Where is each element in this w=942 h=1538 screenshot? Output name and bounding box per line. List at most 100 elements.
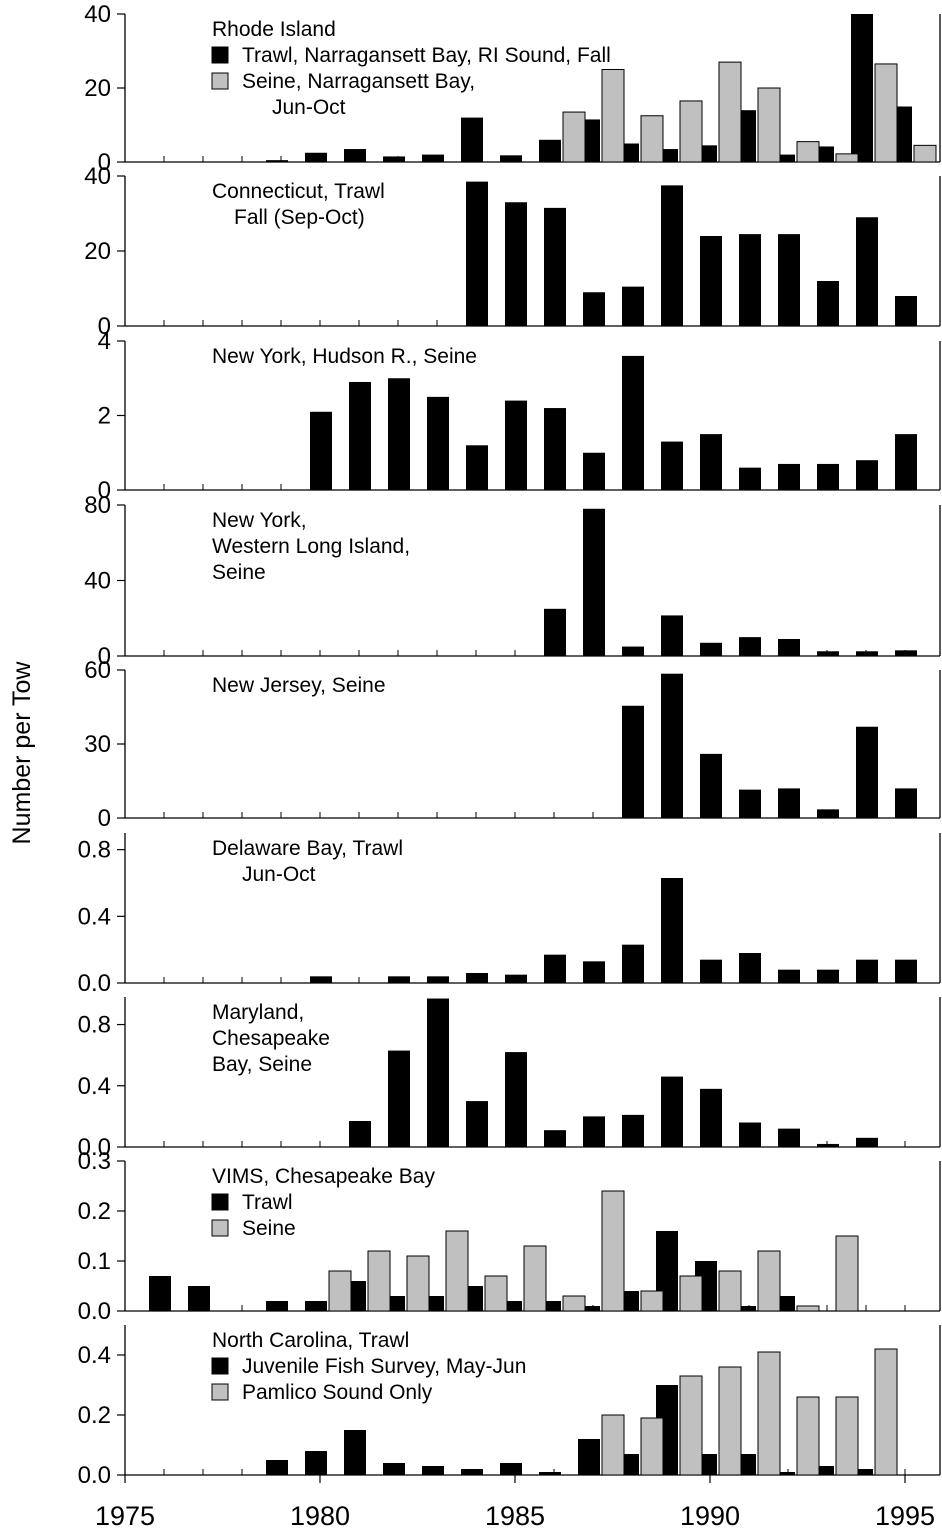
panel-title: Fall (Sep-Oct) — [234, 206, 365, 229]
bar — [661, 441, 683, 490]
panel-title: New York, Hudson R., Seine — [212, 345, 477, 368]
panel-y-tick-label: 0.0 — [78, 1134, 111, 1161]
bar — [539, 139, 561, 162]
bar — [344, 149, 366, 162]
legend-entry-label: Seine, Narragansett Bay, — [242, 70, 475, 93]
legend-entry-label: Trawl, Narragansett Bay, RI Sound, Fall — [242, 44, 611, 67]
panel-7: 0.0 0.4 0.8 Maryland, Chesapeake Bay, Seine — [78, 997, 941, 1161]
bar — [739, 467, 761, 490]
panel-8: 0.0 0.1 0.2 0.3 VIMS, Chesapeake Bay Trawl Sei… — [78, 1148, 941, 1325]
panel-4: 0 40 80 New York, Western Long Island, Seine — [84, 492, 941, 670]
panel-title: Jun-Oct — [242, 863, 316, 886]
panel-title: Connecticut, Trawl — [212, 180, 385, 203]
bar — [856, 959, 878, 983]
bar — [817, 651, 839, 656]
panel-y-tick-label: 0.0 — [78, 970, 111, 997]
bar — [773, 154, 795, 162]
bar — [310, 976, 332, 983]
bar — [406, 1255, 430, 1312]
bar — [835, 1235, 859, 1312]
x-tick-label: 1995 — [875, 1501, 935, 1531]
panel-y-tick-label: 40 — [84, 568, 111, 595]
bar — [835, 153, 859, 163]
bar — [661, 185, 683, 326]
legend-swatch — [211, 1193, 229, 1211]
bar — [796, 1305, 820, 1312]
bar — [856, 460, 878, 490]
bar — [544, 954, 566, 983]
bar — [266, 1460, 288, 1475]
panel-y-tick-label: 0.2 — [78, 1198, 111, 1225]
bar — [622, 705, 644, 818]
bar — [266, 1301, 288, 1311]
bar — [757, 1351, 781, 1476]
panel-title: Rhode Island — [212, 18, 336, 41]
panel-y-tick-label: 2 — [98, 403, 111, 430]
bar — [388, 976, 410, 983]
legend-entry-label: Jun-Oct — [272, 96, 346, 119]
bar — [817, 969, 839, 983]
panel-y-tick-label: 60 — [84, 657, 111, 684]
bar — [851, 14, 873, 162]
panel-title: Western Long Island, — [212, 535, 410, 558]
bar — [601, 1190, 625, 1312]
bar — [344, 1430, 366, 1475]
bar — [895, 434, 917, 490]
bar — [349, 381, 371, 490]
bar — [796, 141, 820, 163]
panel-y-tick-label: 0.0 — [78, 1298, 111, 1325]
bar — [778, 1128, 800, 1147]
bar — [578, 1439, 600, 1475]
bar — [427, 976, 449, 983]
bar — [817, 463, 839, 490]
panel-title: Chesapeake — [212, 1027, 330, 1050]
bar — [383, 156, 405, 162]
bar — [466, 973, 488, 983]
bar — [188, 1286, 210, 1311]
bar — [895, 296, 917, 326]
bar — [149, 1276, 171, 1311]
bar — [679, 1275, 703, 1312]
bar — [739, 234, 761, 326]
x-tick-label: 1985 — [485, 1501, 545, 1531]
bar — [640, 115, 664, 163]
bar — [856, 1137, 878, 1147]
bar — [700, 753, 722, 818]
bar — [523, 1245, 547, 1312]
bar — [505, 202, 527, 326]
bar — [913, 144, 937, 163]
panel-title: Seine — [212, 561, 266, 584]
panel-y-tick-label: 20 — [84, 75, 111, 102]
bar — [856, 651, 878, 656]
panel-2: 0 20 40 Connecticut, Trawl Fall (Sep-Oct) — [84, 163, 941, 340]
panel-y-tick-label: 40 — [84, 1, 111, 28]
bar — [700, 236, 722, 326]
panel-y-tick-label: 0 — [98, 313, 111, 340]
panel-y-tick-label: 0 — [98, 149, 111, 176]
bar — [778, 639, 800, 656]
bar — [895, 959, 917, 983]
bar — [539, 1301, 561, 1311]
bar — [505, 400, 527, 490]
bar — [622, 646, 644, 656]
legend-swatch — [211, 1383, 229, 1401]
bar — [757, 87, 781, 163]
panel-title: North Carolina, Trawl — [212, 1329, 409, 1352]
panel-title: Delaware Bay, Trawl — [212, 837, 403, 860]
bar — [739, 1122, 761, 1147]
panel-y-tick-label: 0.4 — [78, 1342, 111, 1369]
bar — [388, 378, 410, 490]
bar — [544, 207, 566, 326]
bar — [544, 408, 566, 490]
panel-y-tick-label: 40 — [84, 163, 111, 190]
bar — [778, 969, 800, 983]
bar — [812, 1466, 834, 1475]
panel-y-tick-label: 0.1 — [78, 1248, 111, 1275]
bar — [700, 1088, 722, 1147]
legend-entry-label: Juvenile Fish Survey, May-Jun — [242, 1355, 526, 1378]
bar — [874, 1348, 898, 1476]
bar — [583, 452, 605, 490]
panel-y-tick-label: 0 — [98, 805, 111, 832]
panel-title: Bay, Seine — [212, 1053, 312, 1076]
bar — [466, 1101, 488, 1147]
